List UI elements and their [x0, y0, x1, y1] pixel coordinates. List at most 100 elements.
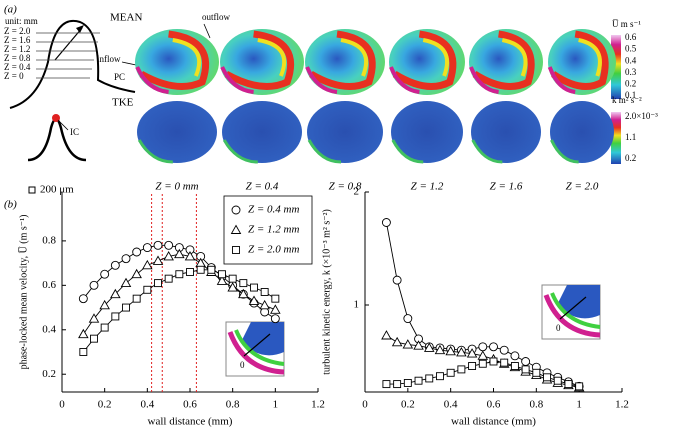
- scale-label: 200 μm: [40, 184, 74, 196]
- marker: [489, 357, 498, 366]
- marker: [122, 303, 130, 312]
- inset-arrow: [559, 296, 587, 320]
- marker: [231, 205, 241, 215]
- marker: [553, 376, 562, 385]
- row-label: MEAN: [110, 12, 142, 24]
- marker: [121, 254, 131, 264]
- x-tick-label: 0.2: [98, 399, 112, 411]
- scale-box: [28, 186, 36, 194]
- marker: [381, 330, 392, 340]
- tke-patch: [137, 139, 173, 164]
- x-tick-label: 1.2: [615, 399, 629, 411]
- y-tick-label: 0.2: [42, 368, 56, 380]
- marker: [110, 260, 120, 270]
- marker: [238, 288, 249, 299]
- marker: [457, 365, 466, 374]
- inset-contour: [241, 322, 284, 356]
- marker: [250, 283, 258, 292]
- mean-jet: [224, 30, 295, 90]
- z-level-label: Z = 0.8: [4, 53, 31, 63]
- marker: [248, 295, 260, 305]
- y-tick-label: 0.8: [42, 234, 56, 246]
- marker: [88, 313, 100, 323]
- panel-label: (b): [4, 199, 17, 211]
- legend-label: Z = 1.2 mm: [248, 224, 299, 236]
- marker: [270, 304, 281, 314]
- marker: [111, 312, 120, 321]
- marker: [478, 342, 488, 352]
- marker: [152, 255, 164, 265]
- marker: [478, 359, 487, 368]
- marker: [184, 251, 196, 261]
- legend-label: Z = 2.0 mm: [248, 244, 299, 256]
- marker: [510, 351, 520, 361]
- marker: [207, 265, 216, 274]
- marker: [381, 218, 391, 227]
- tke-patch: [550, 139, 579, 164]
- schematic-curve: [9, 19, 136, 109]
- ic-curve: [27, 117, 87, 162]
- x-tick-label: 0.6: [487, 399, 501, 411]
- marker: [90, 334, 98, 343]
- mean-jet: [135, 66, 169, 94]
- marker: [132, 247, 142, 257]
- marker: [393, 380, 402, 389]
- marker: [100, 269, 110, 279]
- z-level-label: Z = 0: [4, 71, 24, 81]
- unit-label: unit: mm: [5, 16, 38, 26]
- mean-jet: [547, 66, 576, 94]
- x-tick-label: 0.4: [444, 399, 458, 411]
- inset-arrow: [243, 333, 271, 357]
- x-tick-label: 1: [273, 399, 279, 411]
- marker: [216, 275, 228, 285]
- inset-contour: [557, 285, 600, 319]
- marker: [132, 294, 141, 303]
- marker: [414, 376, 423, 385]
- tke-patch: [307, 139, 342, 164]
- tke-contour: [550, 101, 614, 163]
- marker: [521, 365, 530, 374]
- mean-jet: [305, 66, 338, 94]
- x-tick-label: 0: [59, 399, 65, 411]
- legend-label: Z = 0.4 mm: [248, 204, 299, 216]
- marker: [500, 358, 509, 367]
- mean-jet: [309, 30, 376, 90]
- marker: [154, 279, 162, 288]
- x-tick-label: 1: [576, 399, 582, 411]
- panel-label: (a): [4, 4, 17, 16]
- x-tick-label: 0.2: [401, 399, 415, 411]
- column-label: Z = 0.8: [329, 181, 362, 193]
- colorbar-tick-label: 0.1: [625, 90, 636, 100]
- y-tick-label: 1: [354, 299, 360, 311]
- inset-contour: [227, 331, 285, 375]
- inset-label: 0: [556, 323, 561, 333]
- marker: [446, 368, 455, 377]
- tke-contour: [471, 101, 541, 163]
- marker: [499, 345, 509, 355]
- colorbar-tick-label: 1.1: [625, 132, 636, 142]
- marker: [239, 279, 248, 288]
- z-level-label: Z = 2.0: [4, 26, 31, 36]
- colorbar-title: k m² s⁻²: [612, 95, 642, 105]
- mean-jet: [472, 30, 535, 90]
- tke-contour: [222, 101, 302, 163]
- row-label: TKE: [112, 97, 134, 109]
- y-tick-label: 0.4: [42, 323, 56, 335]
- x-axis-label: wall distance (mm): [148, 416, 233, 428]
- colorbar-title: U̅ m s⁻¹: [612, 19, 641, 29]
- marker: [510, 362, 519, 370]
- marker: [270, 314, 280, 324]
- z-level-label: Z = 0.4: [4, 62, 31, 72]
- marker: [174, 248, 185, 259]
- marker: [120, 277, 132, 288]
- marker: [434, 344, 446, 355]
- mean-jet: [501, 38, 528, 77]
- inset-contour: [543, 294, 601, 338]
- marker: [392, 275, 402, 285]
- inset-label: 0: [240, 360, 245, 370]
- z-level-label: Z = 1.2: [4, 44, 30, 54]
- inset-contour: [550, 292, 601, 329]
- colorbar-tick-label: 0.3: [625, 67, 637, 77]
- marker: [143, 285, 152, 294]
